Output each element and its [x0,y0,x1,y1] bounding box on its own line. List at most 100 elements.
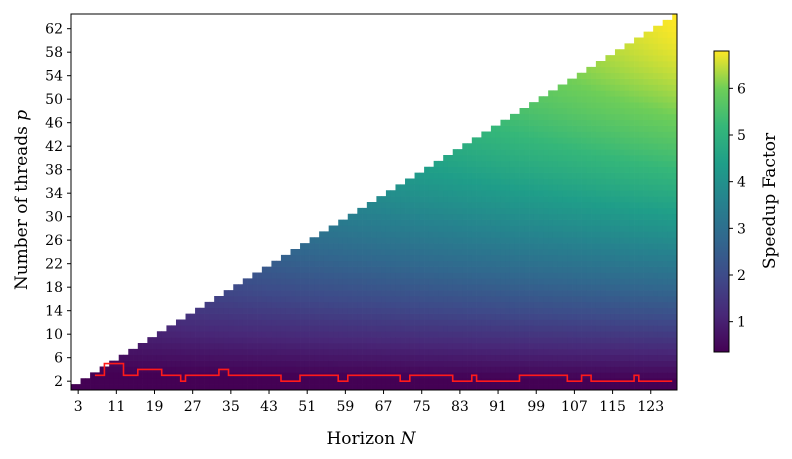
heatmap-cell [548,184,553,190]
heatmap-cell [200,314,205,320]
heatmap-cell [596,196,601,202]
heatmap-cell [448,196,453,202]
heatmap-cell [443,190,448,196]
heatmap-cell [376,231,381,237]
heatmap-cell [558,325,563,331]
heatmap-cell [520,155,525,161]
heatmap-cell [610,73,615,79]
heatmap-cell [276,325,281,331]
heatmap-cell [195,337,200,343]
heatmap-cell [620,320,625,326]
heatmap-cell [438,284,443,290]
heatmap-cell [572,208,577,214]
heatmap-cell [648,320,653,326]
heatmap-cell [143,349,148,355]
heatmap-cell [291,384,296,390]
heatmap-cell [529,220,534,226]
heatmap-cell [667,49,672,55]
heatmap-cell [558,190,563,196]
heatmap-cell [448,314,453,320]
heatmap-cell [443,337,448,343]
heatmap-cell [510,261,515,267]
heatmap-cell [658,67,663,73]
heatmap-cell [467,161,472,167]
heatmap-cell [572,220,577,226]
heatmap-cell [443,343,448,349]
heatmap-cell [510,278,515,284]
heatmap-cell [367,343,372,349]
heatmap-cell [553,220,558,226]
heatmap-cell [391,349,396,355]
heatmap-cell [219,337,224,343]
heatmap-cell [448,337,453,343]
heatmap-cell [520,173,525,179]
heatmap-cell [577,85,582,91]
heatmap-cell [486,343,491,349]
heatmap-cell [596,155,601,161]
heatmap-cell [486,173,491,179]
heatmap-cell [458,296,463,302]
heatmap-cell [605,61,610,67]
heatmap-cell [491,220,496,226]
heatmap-cell [515,120,520,126]
heatmap-cell [319,331,324,337]
heatmap-cell [448,202,453,208]
heatmap-cell [577,173,582,179]
heatmap-cell [515,314,520,320]
heatmap-cell [353,231,358,237]
heatmap-cell [577,161,582,167]
heatmap-cell [658,79,663,85]
heatmap-cell [634,132,639,138]
colorbar-tick-label: 6 [737,81,746,97]
heatmap-cell [505,179,510,185]
heatmap-cell [515,184,520,190]
heatmap-cell [166,325,171,331]
heatmap-cell [620,361,625,367]
heatmap-cell [276,290,281,296]
heatmap-cell [634,255,639,261]
heatmap-cell [405,179,410,185]
heatmap-cell [558,96,563,102]
heatmap-cell [329,302,334,308]
heatmap-cell [629,149,634,155]
heatmap-cell [658,384,663,390]
heatmap-cell [415,179,420,185]
heatmap-cell [500,273,505,279]
heatmap-cell [529,179,534,185]
heatmap-cell [610,267,615,273]
heatmap-cell [491,261,496,267]
heatmap-cell [291,302,296,308]
heatmap-cell [477,284,482,290]
heatmap-cell [663,120,668,126]
heatmap-cell [586,384,591,390]
heatmap-cell [248,302,253,308]
heatmap-cell [391,278,396,284]
heatmap-cell [291,320,296,326]
heatmap-cell [644,126,649,132]
heatmap-cell [343,320,348,326]
heatmap-cell [434,255,439,261]
heatmap-cell [529,208,534,214]
heatmap-cell [276,361,281,367]
heatmap-cell [644,372,649,378]
heatmap-cell [582,90,587,96]
heatmap-cell [520,361,525,367]
heatmap-cell [481,343,486,349]
heatmap-cell [291,267,296,273]
heatmap-cell [109,384,114,390]
heatmap-cell [653,290,658,296]
heatmap-cell [548,361,553,367]
heatmap-cell [300,273,305,279]
heatmap-cell [553,108,558,114]
heatmap-cell [639,290,644,296]
heatmap-cell [481,273,486,279]
heatmap-cell [353,284,358,290]
heatmap-cell [481,190,486,196]
heatmap-cell [300,314,305,320]
heatmap-cell [620,108,625,114]
heatmap-cell [644,32,649,38]
heatmap-cell [510,255,515,261]
heatmap-cell [591,143,596,149]
heatmap-cell [310,255,315,261]
heatmap-cell [400,331,405,337]
